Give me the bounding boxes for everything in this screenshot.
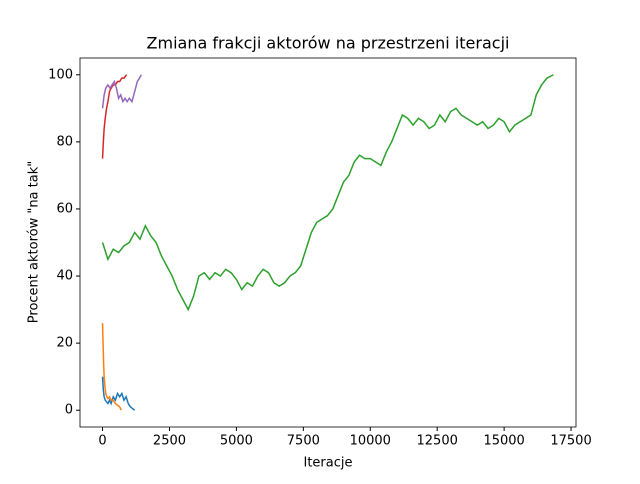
x-tick-label: 17500 xyxy=(550,434,591,449)
y-tick-label: 0 xyxy=(65,403,73,418)
x-axis-label: Iteracje xyxy=(304,456,353,471)
plot-frame xyxy=(79,57,577,428)
x-tick-label: 7500 xyxy=(287,434,320,449)
data-line xyxy=(101,74,143,109)
y-tick-label: 80 xyxy=(56,134,73,149)
x-tick-label: 2500 xyxy=(153,434,186,449)
data-line xyxy=(101,322,122,411)
x-tick-label: 12500 xyxy=(417,434,458,449)
data-line xyxy=(101,376,136,411)
x-tick-label: 15000 xyxy=(483,434,524,449)
data-line xyxy=(101,74,554,312)
y-tick-label: 40 xyxy=(56,269,73,284)
y-tick-label: 20 xyxy=(56,336,73,351)
data-line xyxy=(101,74,128,159)
x-tick-label: 10000 xyxy=(350,434,391,449)
y-tick-label: 100 xyxy=(48,67,73,82)
chart-title: Zmiana frakcji aktorów na przestrzeni it… xyxy=(147,34,510,53)
y-axis-label: Procent aktorów "na tak" xyxy=(27,161,42,323)
y-tick-label: 60 xyxy=(56,201,73,216)
x-tick-label: 5000 xyxy=(220,434,253,449)
x-tick-label: 0 xyxy=(98,434,106,449)
